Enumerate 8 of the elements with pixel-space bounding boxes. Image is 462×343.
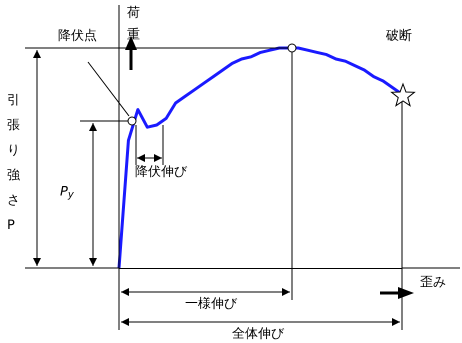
x-axis-title: 歪み: [420, 275, 446, 290]
text: 一様伸び: [185, 296, 238, 312]
annotation: 降伏伸び: [135, 164, 188, 180]
text: 破断: [385, 28, 412, 44]
text: 降伏点: [58, 28, 97, 44]
y-axis-title: 荷重: [127, 6, 140, 42]
text: 引張り強さP: [7, 93, 20, 233]
text: 全体伸び: [232, 326, 285, 342]
